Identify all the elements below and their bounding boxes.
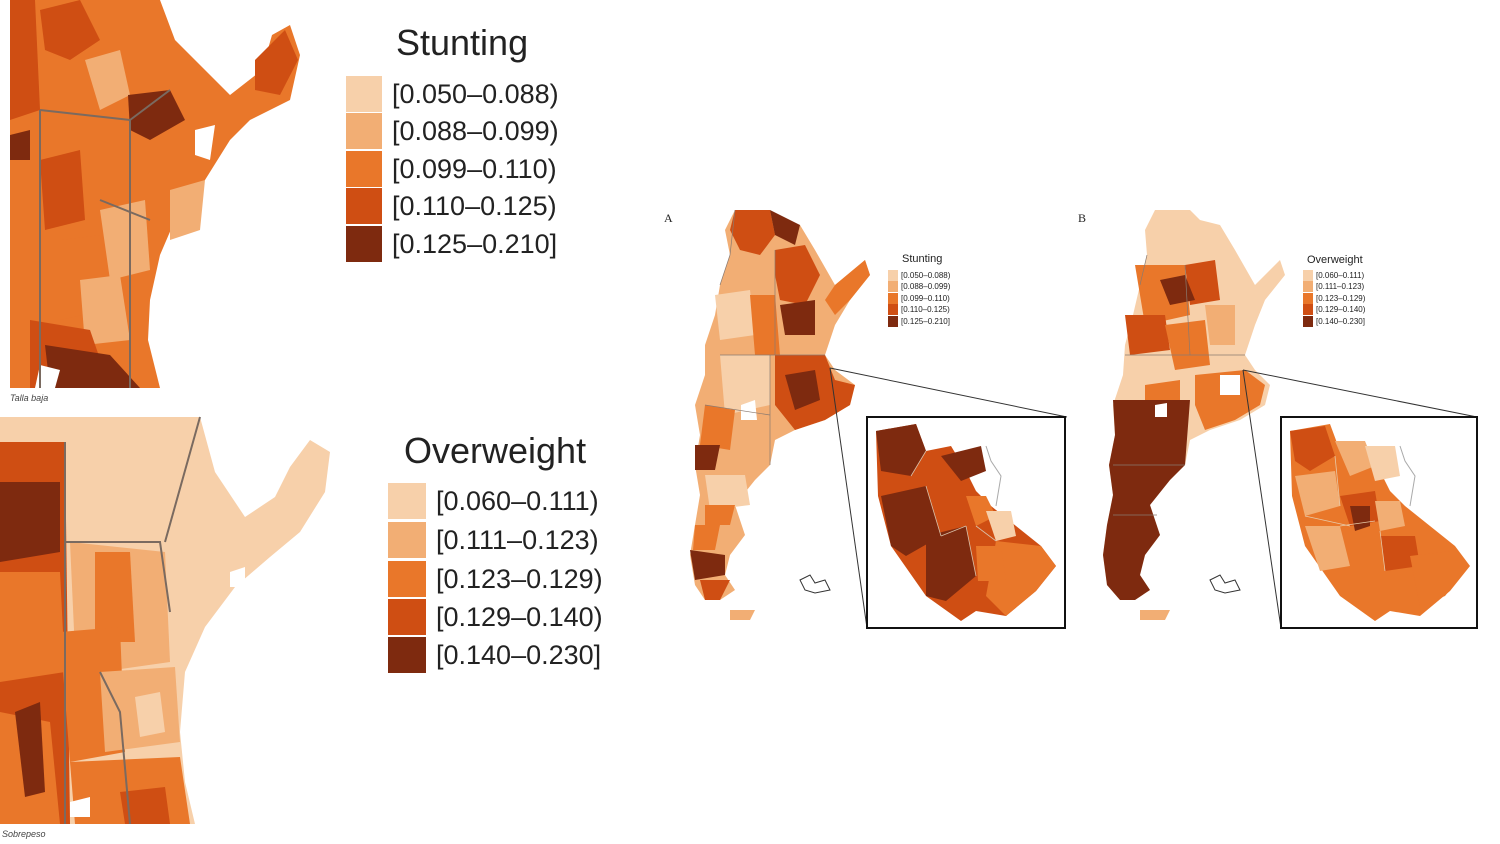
- legend-item: [0.123–0.129): [1303, 293, 1365, 304]
- overweight-zoom-legend: [0.060–0.111) [0.111–0.123) [0.123–0.129…: [388, 483, 638, 673]
- legend-item: [0.050–0.088): [888, 270, 950, 281]
- legend-label: [0.140–0.230]: [1316, 317, 1365, 326]
- panel-a-inset-connector: [829, 367, 1068, 629]
- legend-label: [0.123–0.129): [436, 563, 603, 594]
- legend-swatch: [346, 113, 382, 149]
- panel-b-legend: [0.060–0.111) [0.111–0.123) [0.123–0.129…: [1303, 270, 1393, 330]
- legend-label: [0.140–0.230]: [436, 639, 602, 670]
- legend-item: [0.123–0.129): [388, 561, 603, 597]
- legend-item: [0.110–0.125): [346, 188, 557, 224]
- legend-label: [0.129–0.140): [1316, 305, 1366, 314]
- legend-label: [0.110–0.125): [392, 190, 557, 221]
- legend-item: [0.050–0.088): [346, 76, 559, 112]
- stunting-zoom-map: [10, 0, 310, 388]
- legend-item: [0.140–0.230]: [388, 637, 601, 673]
- panel-b-legend-title: Overweight: [1307, 254, 1363, 266]
- legend-label: [0.110–0.125): [901, 305, 950, 314]
- legend-swatch: [388, 483, 426, 519]
- overweight-zoom-caption: Sobrepeso: [2, 829, 46, 839]
- legend-swatch: [1303, 316, 1313, 327]
- legend-label: [0.111–0.123): [1316, 282, 1365, 291]
- panel-b-letter: B: [1078, 211, 1087, 225]
- legend-swatch: [1303, 270, 1313, 281]
- legend-label: [0.060–0.111): [1316, 271, 1365, 280]
- legend-label: [0.129–0.140): [436, 601, 603, 632]
- legend-label: [0.125–0.210]: [392, 228, 558, 259]
- legend-item: [0.060–0.111): [1303, 270, 1364, 281]
- legend-label: [0.050–0.088): [392, 78, 559, 109]
- legend-label: [0.099–0.110): [392, 153, 557, 184]
- legend-label: [0.050–0.088): [901, 271, 951, 280]
- overweight-zoom-legend-title: Overweight: [404, 430, 587, 471]
- legend-swatch: [888, 316, 898, 327]
- legend-label: [0.099–0.110): [901, 294, 950, 303]
- legend-swatch: [888, 293, 898, 304]
- legend-swatch: [388, 599, 426, 635]
- legend-swatch: [888, 281, 898, 292]
- legend-swatch: [888, 304, 898, 315]
- panel-a-legend-title: Stunting: [902, 253, 943, 265]
- legend-swatch: [346, 226, 382, 262]
- legend-item: [0.060–0.111): [388, 483, 599, 519]
- legend-item: [0.125–0.210]: [346, 226, 557, 262]
- legend-label: [0.088–0.099): [901, 282, 951, 291]
- legend-swatch: [1303, 304, 1313, 315]
- legend-item: [0.110–0.125): [888, 304, 950, 315]
- legend-swatch: [346, 188, 382, 224]
- legend-item: [0.129–0.140): [388, 599, 603, 635]
- panel-a-letter: A: [664, 211, 673, 225]
- legend-item: [0.129–0.140): [1303, 304, 1365, 315]
- legend-swatch: [388, 637, 426, 673]
- legend-swatch: [388, 522, 426, 558]
- legend-swatch: [346, 151, 382, 187]
- legend-item: [0.111–0.123): [388, 522, 599, 558]
- legend-label: [0.060–0.111): [436, 485, 599, 516]
- panel-b-inset-map: [1280, 416, 1478, 629]
- panel-b-country-map: [1103, 210, 1285, 620]
- legend-item: [0.099–0.110): [346, 151, 557, 187]
- panel-b-inset-connector: [1242, 369, 1478, 629]
- legend-label: [0.123–0.129): [1316, 294, 1366, 303]
- legend-item: [0.088–0.099): [888, 281, 950, 292]
- panel-a-legend: [0.050–0.088) [0.088–0.099) [0.099–0.110…: [888, 270, 978, 330]
- legend-item: [0.125–0.210]: [888, 316, 950, 327]
- stunting-zoom-legend-title: Stunting: [396, 22, 529, 63]
- legend-item: [0.111–0.123): [1303, 281, 1364, 292]
- legend-item: [0.099–0.110): [888, 293, 950, 304]
- overweight-zoom-map: [0, 416, 330, 824]
- stunting-zoom-legend: [0.050–0.088) [0.088–0.099) [0.099–0.110…: [346, 76, 586, 264]
- legend-swatch: [1303, 281, 1313, 292]
- legend-swatch: [388, 561, 426, 597]
- legend-label: [0.111–0.123): [436, 524, 599, 555]
- legend-swatch: [1303, 293, 1313, 304]
- legend-item: [0.140–0.230]: [1303, 316, 1365, 327]
- legend-label: [0.125–0.210]: [901, 317, 950, 326]
- legend-swatch: [888, 270, 898, 281]
- legend-item: [0.088–0.099): [346, 113, 559, 149]
- panel-a-country-map: [690, 209, 870, 620]
- legend-label: [0.088–0.099): [392, 115, 559, 146]
- stunting-zoom-caption: Talla baja: [10, 393, 49, 403]
- legend-swatch: [346, 76, 382, 112]
- panel-a-inset-map: [866, 416, 1066, 629]
